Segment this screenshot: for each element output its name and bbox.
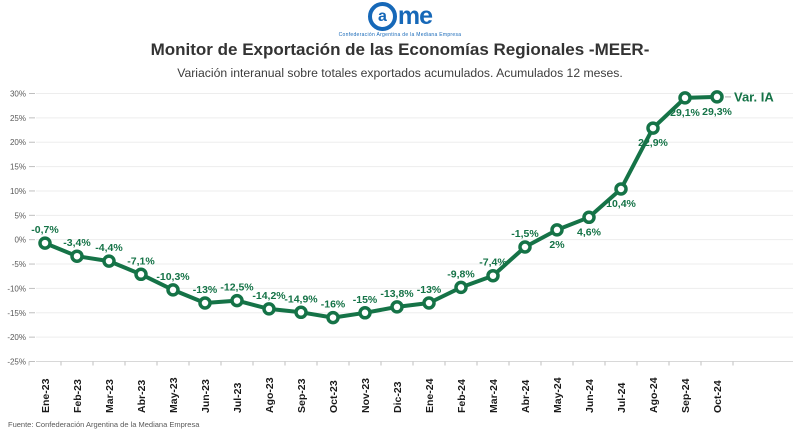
data-point-marker <box>294 305 308 320</box>
y-axis-label: 10% <box>10 187 26 196</box>
data-point-label: -10,3% <box>156 271 190 283</box>
y-axis-label: -10% <box>7 284 26 293</box>
x-axis-label: Ago-23 <box>264 377 276 413</box>
data-point-marker <box>70 249 84 263</box>
data-point-marker <box>326 310 340 325</box>
data-point-label: -7,1% <box>127 255 155 267</box>
data-point-marker <box>262 302 276 316</box>
data-point-label: -7,4% <box>479 257 507 269</box>
page-title: Monitor de Exportación de las Economías … <box>150 40 650 59</box>
data-point-label: -9,8% <box>447 268 475 280</box>
x-axis-label: Ene-24 <box>424 378 436 413</box>
data-point-marker <box>550 223 564 237</box>
y-axis-label: -25% <box>7 358 26 367</box>
came-logo: a me Confederación Argentina de la Media… <box>0 2 800 38</box>
data-point-label: -15% <box>353 294 378 306</box>
x-axis-label: Abr-23 <box>136 380 148 413</box>
y-axis-label: 15% <box>10 163 26 172</box>
x-axis-label: Jul-23 <box>232 382 244 413</box>
data-point-marker <box>454 280 468 295</box>
data-point-marker <box>582 210 596 225</box>
data-point-marker <box>390 300 404 314</box>
x-axis-label: Sep-24 <box>680 378 692 413</box>
data-point-label: -1,5% <box>511 228 539 240</box>
y-axis-label: -20% <box>7 333 26 342</box>
data-point-marker <box>678 91 692 105</box>
data-point-label: -4,4% <box>95 242 123 254</box>
y-axis-label: 25% <box>10 114 26 123</box>
line-chart: 30% 25% 20% 15% 10% 5% 0% -5% -10% -15% -20% -25% En… <box>7 89 793 413</box>
came-logo-rest: me <box>397 2 433 30</box>
data-point-marker <box>518 240 532 254</box>
x-axis-label: Mar-23 <box>104 379 116 413</box>
data-point-label: -3,4% <box>63 237 91 249</box>
x-axis-label: Jul-24 <box>616 382 628 413</box>
x-axis-label: Mar-24 <box>488 379 500 413</box>
came-logo-word: a me <box>367 2 433 31</box>
x-axis-label: Jun-23 <box>200 379 212 413</box>
x-axis-label: Feb-24 <box>456 379 468 413</box>
data-point-marker <box>230 293 244 308</box>
came-logo-tagline: Confederación Argentina de la Mediana Em… <box>338 32 462 38</box>
data-point-label: -12,5% <box>220 282 254 294</box>
y-axis-label: 20% <box>10 138 26 147</box>
x-axis-label: May-23 <box>168 377 180 413</box>
x-axis-label: Abr-24 <box>520 380 532 413</box>
data-point-marker <box>646 121 660 135</box>
data-point-marker <box>198 296 212 310</box>
source-note: Fuente: Confederación Argentina de la Me… <box>8 420 200 429</box>
data-point-label: -14,9% <box>284 293 318 305</box>
data-point-label: -13,8% <box>380 288 414 300</box>
y-axis-label: -5% <box>12 260 26 269</box>
data-point-label: 4,6% <box>577 226 602 238</box>
y-axis-label: 30% <box>10 90 26 99</box>
data-point-marker <box>486 268 500 283</box>
data-point-label: 29,3% <box>702 106 732 118</box>
series-line <box>43 94 719 320</box>
page-subtitle: Variación interanual sobre totales expor… <box>177 66 623 80</box>
y-axis-label: -15% <box>7 309 26 318</box>
x-axis-label: Feb-23 <box>72 379 84 413</box>
data-point-marker <box>166 283 180 297</box>
data-point-label: 10,4% <box>606 198 636 210</box>
data-point-label: -0,7% <box>31 224 59 236</box>
data-point-marker <box>614 182 628 196</box>
data-point-marker <box>102 254 116 268</box>
data-point-marker <box>710 90 724 104</box>
x-axis-label: Nov-23 <box>360 378 372 413</box>
x-axis-label: Dic-23 <box>392 381 404 413</box>
x-axis-label: Jun-24 <box>584 379 596 413</box>
y-axis-label: 5% <box>14 211 26 220</box>
series-label: Var. IA <box>734 89 774 104</box>
came-logo-letter: a <box>377 7 387 25</box>
x-axis-label: Sep-23 <box>296 378 308 413</box>
x-axis-label: Oct-24 <box>712 380 724 413</box>
came-logo-circle-icon: a <box>367 2 397 31</box>
x-axis-label: May-24 <box>552 377 564 413</box>
x-axis-label: Ago-24 <box>648 377 660 413</box>
data-point-marker <box>358 306 372 320</box>
data-point-marker <box>134 267 148 282</box>
data-point-marker <box>38 236 52 250</box>
y-axis-label: 0% <box>14 236 26 245</box>
data-point-label: -16% <box>321 299 346 311</box>
x-axis-label: Ene-23 <box>40 378 52 413</box>
data-point-label: 2% <box>549 239 565 251</box>
data-point-label: -13% <box>193 284 218 296</box>
data-point-label: -13% <box>417 284 442 296</box>
data-point-label: 29,1% <box>670 107 700 119</box>
x-axis-label: Oct-23 <box>328 380 340 413</box>
data-point-marker <box>422 296 436 310</box>
data-point-label: 22,9% <box>638 137 668 149</box>
data-point-label: -14,2% <box>252 290 286 302</box>
